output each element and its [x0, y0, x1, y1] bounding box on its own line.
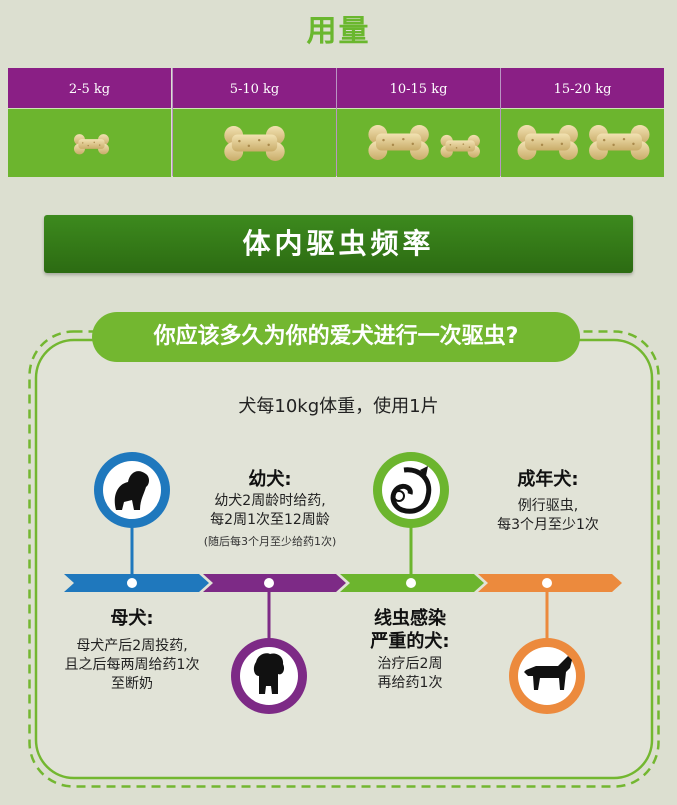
puppy-title: 幼犬: — [248, 469, 292, 490]
deworming-frequency-banner: 体内驱虫频率 — [44, 215, 633, 273]
mother-line-3: 至断奶 — [111, 676, 153, 692]
adult-title: 成年犬: — [517, 469, 579, 490]
mother-line-1: 母犬产后2周投药, — [76, 638, 188, 654]
infected-title-2: 严重的犬: — [370, 631, 450, 652]
dosage-tablet-cell — [173, 108, 336, 177]
dosage-rule: 犬每10kg体重，使用1片 — [238, 396, 439, 417]
dosage-tablet-cell — [337, 108, 500, 177]
dosage-tablet-cell — [8, 108, 171, 177]
puppy-note: (随后每3个月至少给药1次) — [203, 535, 337, 548]
half-tablet-icon — [73, 134, 109, 155]
tablet-icon — [224, 126, 285, 161]
mother-line-2: 且之后每两周给药1次 — [64, 657, 200, 673]
dosage-title: 用量 — [306, 14, 371, 49]
timeline-segment-puppy — [203, 574, 346, 592]
adult-line-2: 每3个月至少1次 — [497, 517, 599, 533]
tablet-icon — [517, 125, 650, 160]
dosage-weight-label: 10-15 kg — [337, 68, 500, 108]
dosage-table: 2-5 kg 5-10 kg 10-15 kg 15-20 kg — [8, 68, 664, 177]
dosage-weight-label: 2-5 kg — [8, 68, 171, 108]
infected-line-1: 治疗后2周 — [377, 656, 443, 672]
deworming-timeline — [64, 452, 622, 714]
puppy-line-1: 幼犬2周龄时给药, — [214, 493, 326, 509]
dosage-column: 2-5 kg — [8, 68, 171, 177]
sick-dog-icon — [373, 452, 449, 528]
dosage-column: 10-15 kg — [336, 68, 500, 177]
puppy-icon — [231, 638, 307, 714]
mother-title: 母犬: — [110, 608, 154, 629]
mother-dog-icon — [94, 452, 170, 528]
dosage-weight-label: 15-20 kg — [501, 68, 664, 108]
question-pill: 你应该多久为你的爱犬进行一次驱虫? — [92, 312, 580, 362]
dosage-column: 5-10 kg — [172, 68, 336, 177]
infected-line-2: 再给药1次 — [377, 675, 443, 691]
puppy-line-2: 每2周1次至12周龄 — [210, 512, 330, 528]
adult-dog-icon — [509, 638, 585, 714]
dosage-tablet-cell — [501, 108, 664, 177]
dosage-weight-label: 5-10 kg — [173, 68, 336, 108]
infected-title-1: 线虫感染 — [374, 608, 446, 629]
adult-line-1: 例行驱虫, — [517, 498, 579, 514]
tablet-icon — [368, 125, 480, 160]
dosage-column: 15-20 kg — [500, 68, 664, 177]
